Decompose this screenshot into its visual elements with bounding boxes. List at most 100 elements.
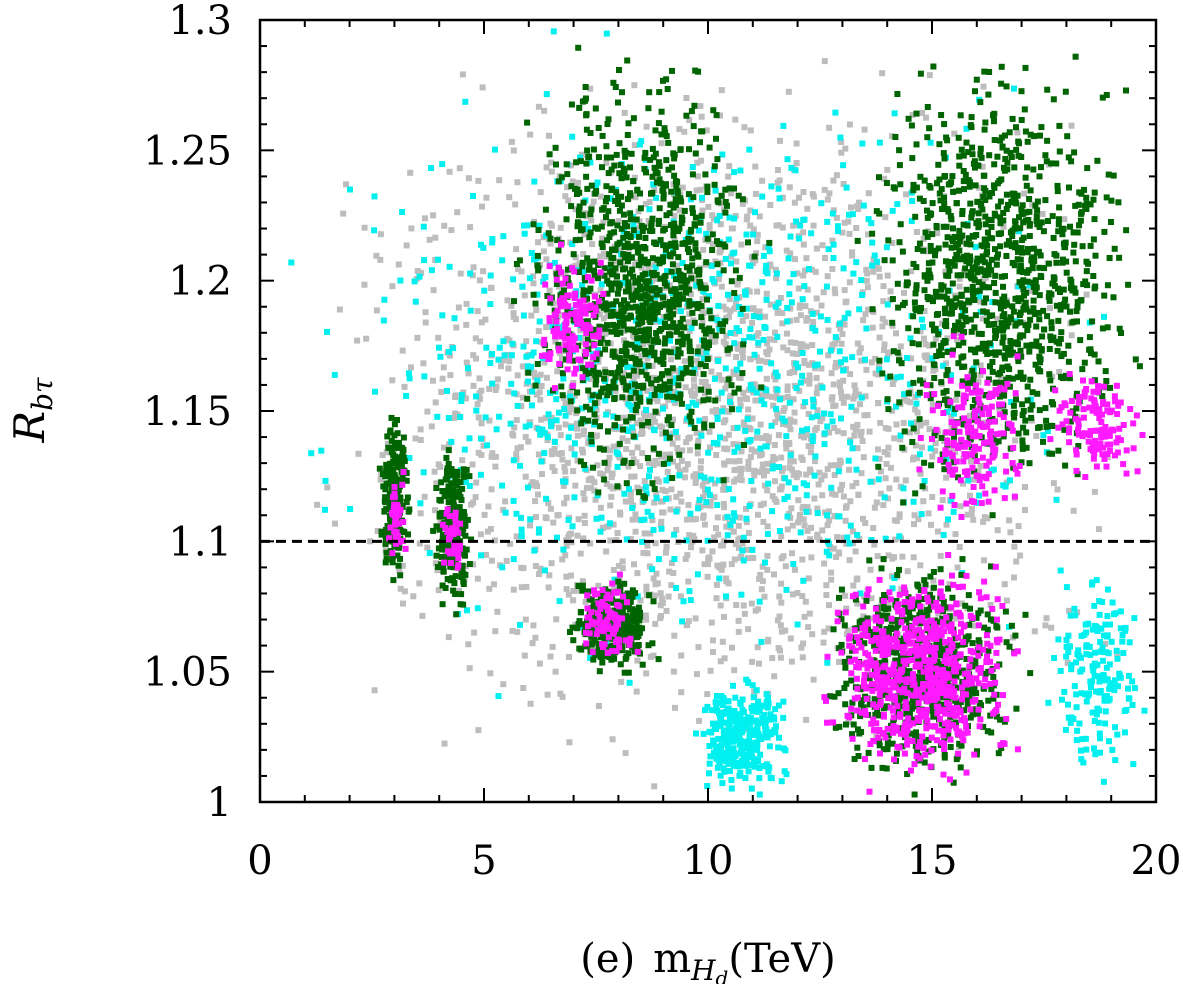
point (774, 373, 781, 380)
point (623, 536, 630, 543)
point (1068, 332, 1075, 339)
point (879, 70, 886, 77)
point (883, 356, 890, 363)
point (567, 390, 574, 397)
point (422, 215, 428, 222)
point (896, 511, 903, 518)
point (851, 382, 858, 389)
point (803, 508, 810, 515)
point (606, 234, 613, 240)
point (403, 499, 410, 505)
point (835, 549, 842, 556)
point (1063, 584, 1070, 591)
point (642, 414, 649, 421)
point (578, 420, 585, 427)
point (899, 553, 906, 560)
point (667, 201, 674, 208)
point (768, 183, 775, 190)
point (800, 403, 807, 410)
point (629, 449, 636, 456)
point (540, 248, 547, 255)
point (690, 516, 696, 523)
point (795, 497, 802, 504)
point (691, 276, 698, 283)
point (738, 591, 745, 598)
point (800, 217, 807, 223)
point (720, 338, 727, 345)
point (679, 447, 686, 454)
point (644, 387, 651, 394)
point (513, 261, 520, 267)
point (783, 247, 790, 254)
point (812, 458, 818, 465)
point (570, 588, 577, 594)
point (779, 415, 786, 422)
point (673, 328, 680, 335)
point (1109, 746, 1116, 753)
point (740, 723, 746, 730)
point (553, 396, 560, 403)
point (376, 465, 383, 472)
point (650, 395, 657, 402)
point (848, 204, 854, 211)
point (619, 435, 626, 442)
point (772, 706, 779, 713)
point (725, 236, 732, 243)
point (562, 412, 569, 419)
point (568, 445, 575, 452)
point (598, 389, 605, 396)
point (543, 256, 550, 263)
point (704, 183, 711, 190)
point (433, 523, 440, 530)
point (806, 376, 813, 382)
point (695, 271, 702, 278)
point (665, 139, 672, 146)
point (517, 444, 524, 451)
point (1129, 678, 1136, 685)
point (562, 356, 569, 363)
point (514, 179, 521, 186)
point (814, 407, 821, 414)
point (541, 359, 548, 366)
point (649, 517, 656, 524)
point (633, 688, 640, 695)
point (670, 303, 677, 310)
point (678, 366, 685, 372)
point (757, 421, 764, 428)
point (428, 165, 435, 171)
point (384, 466, 391, 473)
point (829, 266, 836, 272)
point (422, 309, 429, 316)
point (713, 581, 720, 588)
point (972, 243, 979, 250)
point (780, 745, 787, 752)
point (395, 261, 402, 268)
point (875, 446, 881, 453)
point (1092, 649, 1099, 656)
point (889, 555, 896, 562)
point (702, 707, 708, 714)
point (831, 425, 838, 431)
point (670, 250, 677, 257)
point (683, 95, 690, 101)
point (601, 476, 608, 483)
point (641, 154, 648, 161)
point (582, 366, 589, 373)
point (560, 482, 567, 489)
point (908, 355, 915, 362)
point (691, 536, 698, 543)
point (585, 387, 592, 394)
point (710, 215, 717, 222)
point (461, 513, 468, 520)
point (602, 325, 609, 332)
point (731, 305, 738, 312)
point (626, 244, 633, 250)
point (977, 298, 984, 305)
point (673, 183, 680, 190)
point (800, 229, 807, 236)
point (601, 272, 608, 279)
point (608, 286, 615, 293)
point (457, 414, 464, 420)
point (524, 395, 531, 402)
point (775, 185, 782, 192)
